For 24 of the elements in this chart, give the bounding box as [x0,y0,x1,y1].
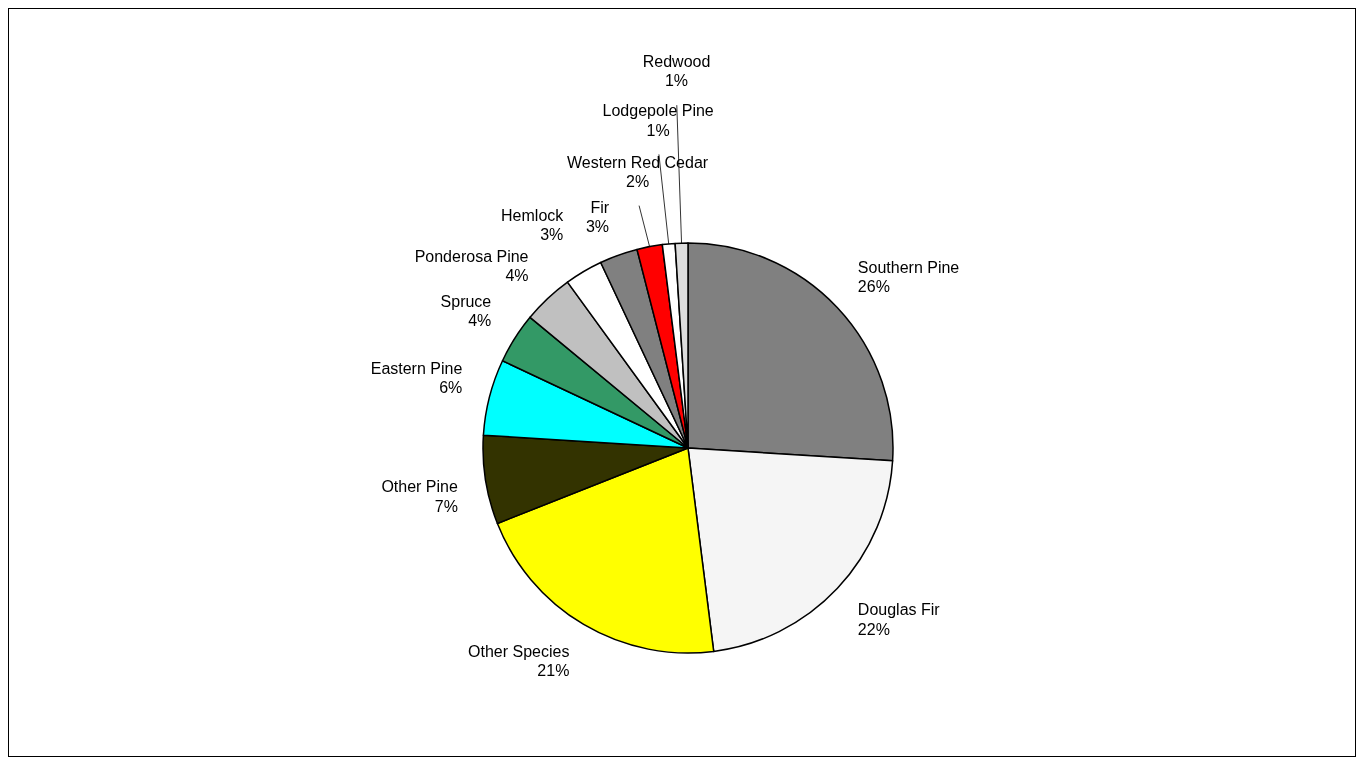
slice-label: Ponderosa Pine [414,248,529,266]
data-label: 2% [626,172,650,190]
data-label: 3% [585,217,610,235]
slice-label: Lodgepole Pine [602,102,714,120]
data-label: 3% [540,226,564,244]
data-label: 6% [439,379,463,397]
slice-label: Hemlock [501,207,565,225]
data-label: 1% [664,72,689,90]
slice-label: Fir [590,198,610,216]
data-label: 4% [505,267,529,285]
slice-label: Other Species [468,642,570,660]
slice-label: Douglas Fir [857,601,941,619]
slice-label: Other Pine [381,478,458,496]
slice-label: Spruce [440,293,492,311]
data-label: 1% [646,121,670,139]
data-label: 7% [434,497,458,515]
data-label: 22% [857,620,890,638]
data-label: 4% [468,312,492,330]
slice-label: Redwood [642,53,711,71]
data-label: 21% [537,661,570,679]
slice-label: Eastern Pine [370,360,463,378]
slice-label: Southern Pine [857,258,960,276]
slice-label: Western Red Cedar [567,153,709,171]
data-label: 26% [857,277,890,295]
